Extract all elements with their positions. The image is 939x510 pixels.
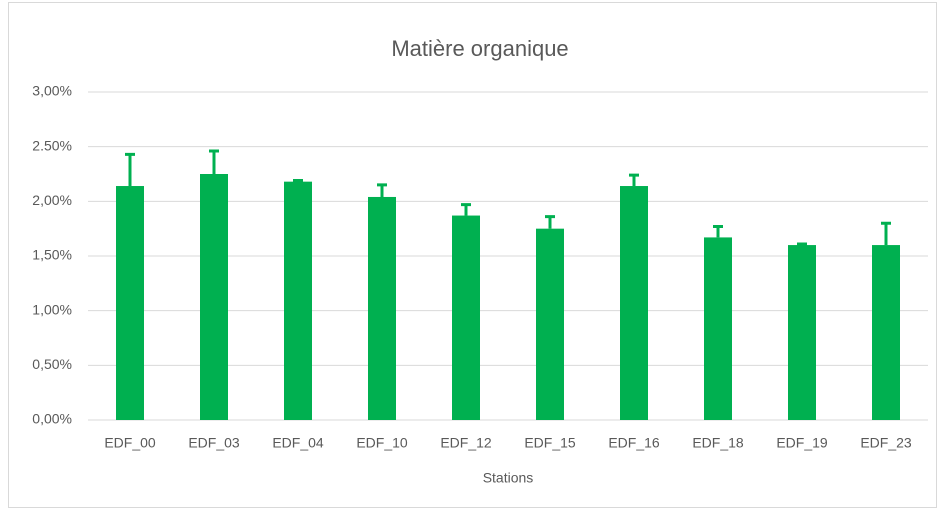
bar: [704, 237, 732, 420]
x-tick-label: EDF_03: [188, 435, 240, 451]
x-tick-label: EDF_18: [692, 435, 744, 451]
x-tick-label: EDF_04: [272, 435, 324, 451]
error-bar: [209, 149, 219, 174]
error-bar: [713, 224, 723, 238]
error-bar: [461, 203, 471, 216]
y-tick-label: 0,50%: [32, 356, 72, 372]
y-tick-label: 1,50%: [32, 247, 72, 263]
x-tick-label: EDF_23: [860, 435, 912, 451]
y-tick-label: 2,00%: [32, 192, 72, 208]
y-tick-label: 0,00%: [32, 411, 72, 427]
bar: [536, 228, 564, 420]
x-tick-label: EDF_00: [104, 435, 156, 451]
x-tick-label: EDF_10: [356, 435, 408, 451]
bar: [452, 215, 480, 420]
bar: [284, 181, 312, 420]
error-bar: [125, 152, 135, 187]
y-tick-label: 1,00%: [32, 301, 72, 317]
error-bar: [293, 179, 303, 183]
y-tick-label: 3,00%: [32, 83, 72, 99]
chart-title: Matière organique: [391, 36, 568, 61]
error-bar: [545, 215, 555, 229]
x-tick-label: EDF_15: [524, 435, 576, 451]
x-tick-label: EDF_16: [608, 435, 660, 451]
y-tick-label: 2.50%: [32, 137, 72, 153]
bar: [620, 186, 648, 420]
x-axis-title: Stations: [483, 470, 534, 486]
x-tick-label: EDF_12: [440, 435, 492, 451]
bar: [368, 196, 396, 420]
error-bar: [377, 183, 387, 197]
bar: [116, 186, 144, 420]
bar: [872, 245, 900, 420]
error-bar: [629, 173, 639, 187]
error-bar: [881, 221, 891, 246]
x-tick-label: EDF_19: [776, 435, 828, 451]
bar: [788, 245, 816, 420]
bar: [200, 174, 228, 420]
error-bar: [797, 242, 807, 246]
